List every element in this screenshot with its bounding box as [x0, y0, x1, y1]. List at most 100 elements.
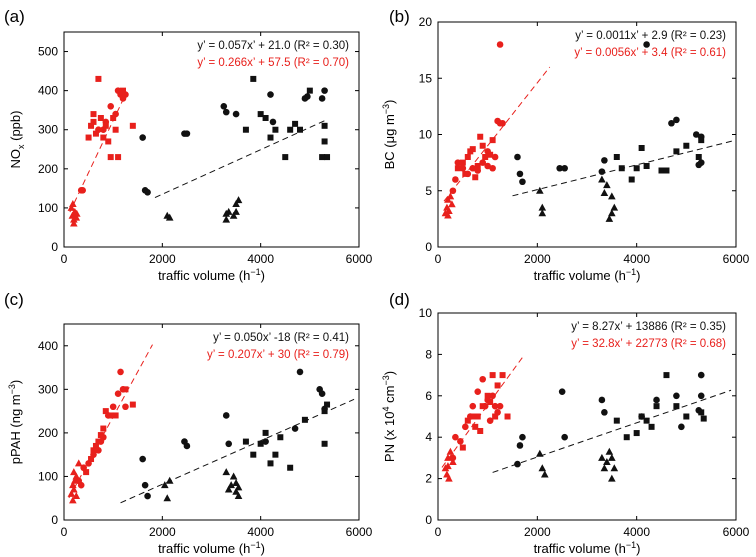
red-triangle-point [444, 453, 452, 461]
red-triangle-point [72, 213, 81, 221]
red-square-point [102, 122, 109, 129]
red-square-point [459, 159, 466, 166]
black-triangle-point [222, 209, 231, 217]
red-square-point [92, 442, 99, 449]
black-square-point [321, 440, 328, 447]
x-tick-label: 6000 [723, 525, 750, 539]
black-square-point [695, 154, 702, 160]
black-triangle-point [227, 481, 235, 489]
black-triangle-point [160, 481, 169, 489]
black-triangle-point [232, 200, 240, 207]
black-square-point [250, 451, 257, 458]
red-square-point [479, 403, 486, 410]
red-square-point [90, 118, 97, 125]
black-triangle-point [165, 213, 174, 221]
black-square-point [292, 120, 299, 127]
red-circle-point [122, 403, 129, 411]
red-equation-label: y’ = 0.266x’ + 57.5 (R² = 0.70) [197, 57, 349, 69]
plot-frame [63, 31, 360, 248]
black-circle-point [514, 460, 521, 468]
black-triangle-point [165, 476, 174, 484]
y-tick-label: 5 [425, 184, 432, 198]
black-square-point [638, 145, 645, 151]
x-tick-label: 2000 [149, 525, 176, 539]
red-square-point [95, 438, 102, 445]
black-square-point [301, 416, 308, 423]
black-circle-point [514, 153, 521, 161]
y-tick-label: 300 [38, 123, 58, 137]
red-circle-point [469, 402, 477, 410]
black-circle-point [232, 110, 240, 118]
y-tick-label: 6 [425, 389, 432, 403]
black-circle-point [692, 131, 700, 138]
black-square-point [698, 409, 705, 416]
red-circle-point [462, 423, 469, 431]
red-fit-line [68, 344, 153, 499]
black-circle-point [291, 425, 299, 432]
red-fit-line [441, 357, 523, 468]
black-circle-point [222, 412, 230, 419]
panel-label: (d) [389, 290, 410, 309]
black-triangle-point [538, 203, 547, 211]
black-circle-point [318, 390, 326, 397]
panel-label: (b) [389, 7, 410, 26]
black-triangle-point [608, 474, 616, 482]
red-square-point [489, 372, 496, 379]
black-circle-point [220, 102, 228, 110]
y-tick-label: 100 [38, 201, 58, 215]
red-square-point [454, 165, 461, 172]
y-tick-label: 200 [38, 162, 58, 176]
red-circle-point [491, 402, 499, 410]
black-circle-point [697, 371, 705, 379]
red-circle-point [452, 433, 459, 441]
black-square-point [623, 434, 630, 441]
black-triangle-point [608, 209, 616, 217]
red-square-point [90, 111, 97, 118]
black-triangle-point [234, 492, 243, 500]
y-tick-label: 20 [419, 15, 433, 29]
black-circle-point [556, 164, 563, 172]
y-tick-label: 4 [425, 430, 432, 444]
black-circle-point [561, 164, 568, 172]
black-circle-point [139, 455, 146, 463]
x-tick-label: 4000 [623, 525, 650, 539]
black-circle-point [183, 442, 191, 450]
black-equation-label: y’ = 0.057x’ + 21.0 (R² = 0.30) [197, 40, 349, 52]
red-circle-point [449, 454, 457, 462]
red-circle-point [489, 164, 496, 172]
x-axis-label: traffic volume (h−1) [158, 540, 265, 556]
black-square-point [262, 115, 269, 121]
red-triangle-point [72, 492, 81, 500]
red-triangle-point [448, 200, 456, 208]
black-equation-label: y’ = 8.27x’ + 13886 (R² = 0.35) [571, 321, 726, 333]
x-tick-label: 0 [61, 252, 68, 266]
black-circle-point [643, 41, 650, 48]
black-triangle-point [610, 203, 619, 211]
x-tick-label: 2000 [524, 525, 551, 539]
panel-label: (a) [4, 7, 25, 26]
black-circle-point [139, 134, 146, 141]
y-tick-label: 200 [38, 426, 58, 440]
black-circle-point [262, 438, 269, 445]
y-tick-label: 400 [38, 84, 58, 98]
black-equation-label: y’ = 0.0011x’ + 2.9 (R² = 0.23) [575, 30, 726, 42]
red-triangle-point [70, 219, 78, 227]
x-tick-label: 0 [435, 252, 442, 266]
black-square-point [321, 408, 328, 415]
black-circle-point [296, 368, 304, 376]
black-circle-point [141, 481, 149, 489]
black-square-point [267, 460, 274, 467]
red-circle-point [77, 481, 85, 489]
black-circle-point [598, 396, 606, 404]
red-triangle-point [69, 200, 77, 207]
red-square-point [112, 412, 119, 419]
red-equation-label: y’ = 0.0056x’ + 3.4 (R² = 0.61) [574, 47, 726, 59]
red-triangle-point [70, 485, 78, 493]
x-tick-label: 4000 [623, 252, 650, 266]
black-triangle-point [540, 470, 549, 478]
red-triangle-point [72, 209, 81, 217]
black-square-point [633, 165, 640, 172]
black-circle-point [183, 130, 191, 137]
red-square-point [112, 126, 119, 133]
